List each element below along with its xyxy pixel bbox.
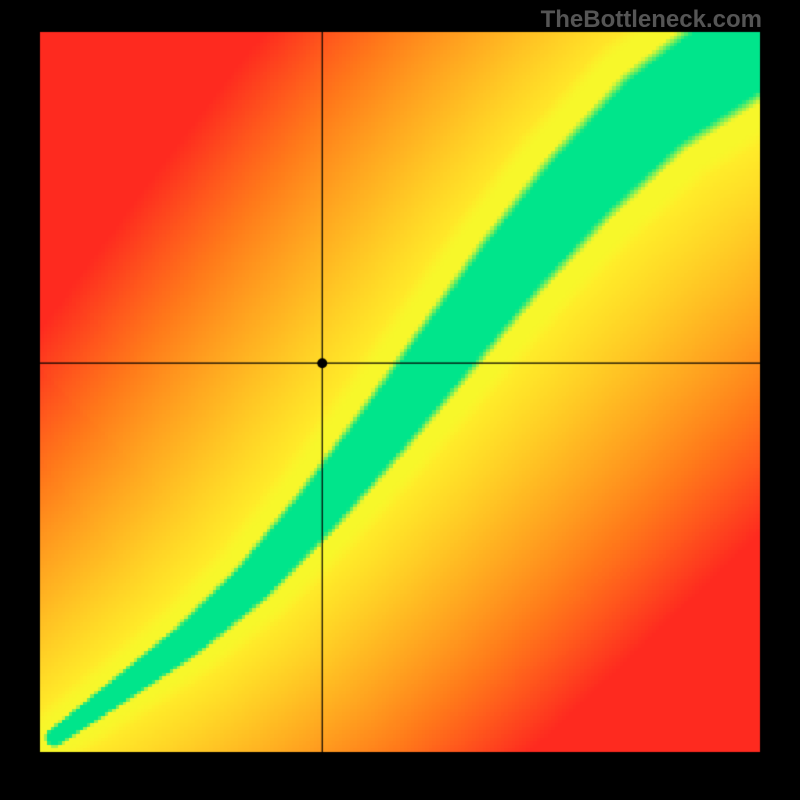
- chart-container: TheBottleneck.com: [0, 0, 800, 800]
- heatmap-canvas: [0, 0, 800, 800]
- watermark-text: TheBottleneck.com: [541, 6, 762, 34]
